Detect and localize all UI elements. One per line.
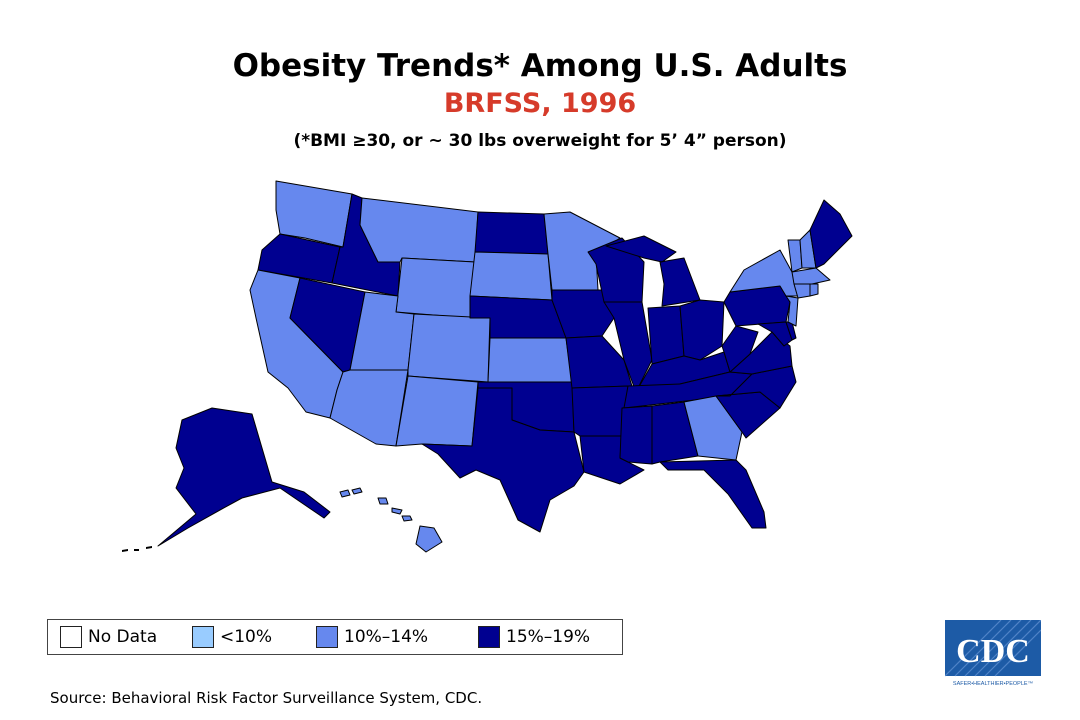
legend-item-no-data: No Data bbox=[60, 625, 157, 649]
state-TX bbox=[421, 387, 585, 533]
state-MN bbox=[543, 211, 621, 291]
state-AK bbox=[157, 407, 331, 547]
legend-swatch-no-data bbox=[60, 626, 82, 648]
state-MA bbox=[791, 267, 831, 285]
page-title: Obesity Trends* Among U.S. Adults bbox=[232, 48, 848, 84]
state-SD bbox=[469, 251, 553, 301]
legend-swatch-lt10 bbox=[192, 626, 214, 648]
cdc-logo-tagline: SAFER•HEALTHIER•PEOPLE™ bbox=[953, 681, 1033, 687]
state-WY bbox=[395, 257, 476, 319]
state-ND bbox=[474, 211, 549, 255]
state-AR bbox=[571, 385, 629, 437]
state-NM bbox=[395, 375, 479, 447]
legend-item-10-14: 10%–14% bbox=[316, 625, 428, 649]
legend-label-no-data: No Data bbox=[88, 627, 158, 647]
legend: No Data <10% 10%–14% 15%–19% bbox=[47, 619, 623, 655]
state-RI bbox=[809, 283, 819, 297]
state-KS bbox=[487, 337, 573, 383]
legend-item-lt10: <10% bbox=[192, 625, 272, 649]
state-AZ bbox=[329, 369, 409, 447]
state-ME bbox=[809, 199, 853, 269]
state-AL bbox=[651, 401, 699, 465]
bmi-note: (*BMI ≥30, or ~ 30 lbs overweight for 5’… bbox=[293, 131, 787, 151]
state-MS bbox=[619, 405, 653, 465]
aleutian-islands bbox=[122, 546, 152, 552]
state-MT bbox=[359, 197, 479, 263]
legend-item-15-19: 15%–19% bbox=[478, 625, 590, 649]
legend-label-10-14: 10%–14% bbox=[344, 627, 429, 647]
legend-swatch-15-19 bbox=[478, 626, 500, 648]
state-OH bbox=[679, 299, 725, 361]
state-FL bbox=[659, 459, 767, 529]
state-NJ bbox=[785, 295, 799, 327]
source-note: Source: Behavioral Risk Factor Surveilla… bbox=[50, 689, 483, 707]
legend-swatch-10-14 bbox=[316, 626, 338, 648]
state-IN bbox=[647, 305, 685, 365]
state-HI bbox=[339, 487, 443, 553]
cdc-logo-text: CDC bbox=[956, 633, 1030, 670]
state-MD bbox=[757, 321, 793, 347]
state-MO bbox=[565, 335, 633, 389]
page-subtitle: BRFSS, 1996 bbox=[443, 88, 637, 119]
state-OR bbox=[257, 233, 341, 284]
cdc-logo: CDC SAFER•HEALTHIER•PEOPLE™ bbox=[945, 620, 1041, 687]
legend-label-15-19: 15%–19% bbox=[506, 627, 591, 647]
state-MI bbox=[605, 235, 701, 307]
legend-label-lt10: <10% bbox=[220, 627, 273, 647]
state-CO bbox=[407, 313, 491, 383]
